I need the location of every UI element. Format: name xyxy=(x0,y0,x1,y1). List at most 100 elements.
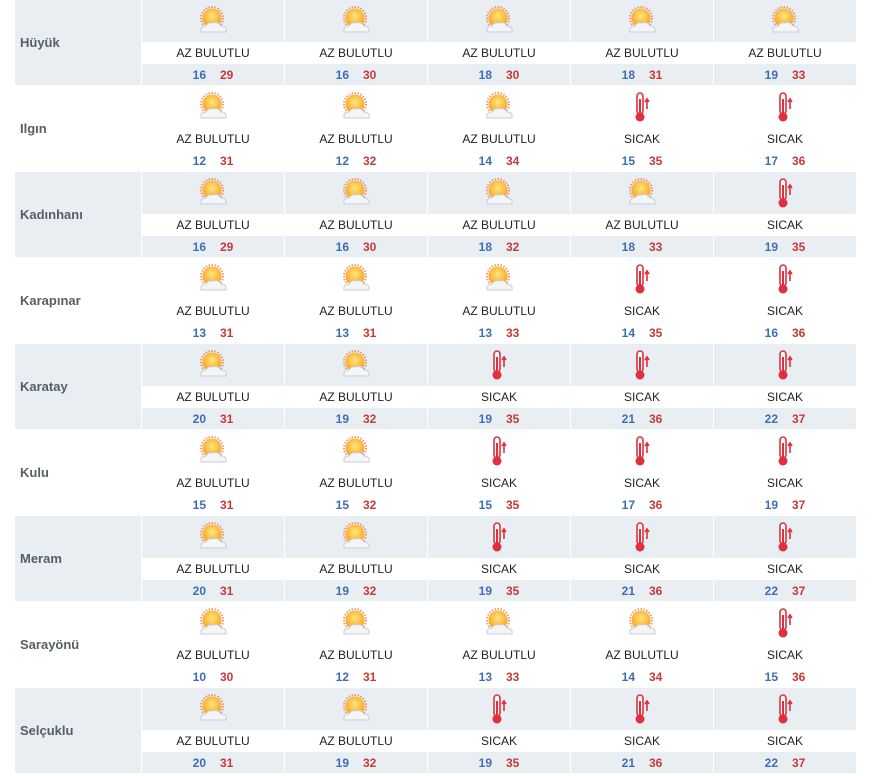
condition-label: SICAK xyxy=(714,386,856,408)
low-temp: 22 xyxy=(764,583,778,598)
temperatures: 13 33 xyxy=(428,322,570,343)
day-forecast: SICAK 19 35 xyxy=(714,172,856,257)
high-temp: 35 xyxy=(506,411,520,426)
partly-cloudy-icon xyxy=(285,516,427,558)
thermometer-hot-icon xyxy=(714,258,856,300)
high-temp: 36 xyxy=(649,411,663,426)
thermometer-hot-icon xyxy=(428,516,570,558)
low-temp: 19 xyxy=(764,239,778,254)
temperatures: 14 34 xyxy=(428,150,570,171)
temperatures: 19 32 xyxy=(285,580,427,601)
high-temp: 37 xyxy=(792,497,806,512)
temperatures: 12 32 xyxy=(285,150,427,171)
temperatures: 13 31 xyxy=(285,322,427,343)
partly-cloudy-icon xyxy=(285,688,427,730)
day-forecast: SICAK 19 35 xyxy=(428,344,570,429)
day-forecast: AZ BULUTLU 20 31 xyxy=(142,516,284,601)
low-temp: 14 xyxy=(621,669,635,684)
condition-label: AZ BULUTLU xyxy=(285,42,427,64)
partly-cloudy-icon xyxy=(142,0,284,42)
temperatures: 14 34 xyxy=(571,666,713,687)
low-temp: 17 xyxy=(764,153,778,168)
temperatures: 19 35 xyxy=(428,752,570,773)
condition-label: SICAK xyxy=(714,472,856,494)
low-temp: 19 xyxy=(335,755,349,770)
thermometer-hot-icon xyxy=(714,688,856,730)
condition-label: AZ BULUTLU xyxy=(285,558,427,580)
temperatures: 20 31 xyxy=(142,580,284,601)
temperatures: 21 36 xyxy=(571,408,713,429)
day-forecast: AZ BULUTLU 12 32 xyxy=(285,86,427,171)
day-forecast: SICAK 17 36 xyxy=(714,86,856,171)
high-temp: 36 xyxy=(792,669,806,684)
condition-label: SICAK xyxy=(428,386,570,408)
day-forecast: SICAK 17 36 xyxy=(571,430,713,515)
partly-cloudy-icon xyxy=(285,86,427,128)
city-row: Kulu AZ BULUTLU 15 31 AZ BULUTLU 15 32 SIC… xyxy=(15,430,860,515)
day-forecast: AZ BULUTLU 18 33 xyxy=(571,172,713,257)
condition-label: AZ BULUTLU xyxy=(285,472,427,494)
low-temp: 12 xyxy=(335,669,349,684)
thermometer-hot-icon xyxy=(714,172,856,214)
low-temp: 21 xyxy=(621,411,635,426)
high-temp: 31 xyxy=(220,411,234,426)
city-row: Selçuklu AZ BULUTLU 20 31 AZ BULUTLU 19 32… xyxy=(15,688,860,773)
day-forecast: SICAK 21 36 xyxy=(571,344,713,429)
condition-label: AZ BULUTLU xyxy=(142,214,284,236)
condition-label: SICAK xyxy=(714,644,856,666)
partly-cloudy-icon xyxy=(428,0,570,42)
high-temp: 30 xyxy=(220,669,234,684)
temperatures: 14 35 xyxy=(571,322,713,343)
high-temp: 32 xyxy=(363,755,377,770)
day-forecast: SICAK 21 36 xyxy=(571,688,713,773)
condition-label: AZ BULUTLU xyxy=(428,42,570,64)
condition-label: SICAK xyxy=(714,730,856,752)
condition-label: SICAK xyxy=(571,472,713,494)
partly-cloudy-icon xyxy=(142,86,284,128)
low-temp: 18 xyxy=(621,239,635,254)
condition-label: AZ BULUTLU xyxy=(285,300,427,322)
high-temp: 33 xyxy=(792,67,806,82)
temperatures: 19 33 xyxy=(714,64,856,85)
day-forecast: AZ BULUTLU 15 31 xyxy=(142,430,284,515)
thermometer-hot-icon xyxy=(428,430,570,472)
temperatures: 19 37 xyxy=(714,494,856,515)
city-row: Karapınar AZ BULUTLU 13 31 AZ BULUTLU 13 3… xyxy=(15,258,860,343)
high-temp: 35 xyxy=(506,583,520,598)
partly-cloudy-icon xyxy=(142,688,284,730)
thermometer-hot-icon xyxy=(714,516,856,558)
thermometer-hot-icon xyxy=(714,344,856,386)
temperatures: 17 36 xyxy=(714,150,856,171)
partly-cloudy-icon xyxy=(714,0,856,42)
temperatures: 21 36 xyxy=(571,752,713,773)
thermometer-hot-icon xyxy=(571,688,713,730)
temperatures: 19 35 xyxy=(714,236,856,257)
day-forecast: AZ BULUTLU 19 32 xyxy=(285,344,427,429)
temperatures: 10 30 xyxy=(142,666,284,687)
temperatures: 19 35 xyxy=(428,580,570,601)
partly-cloudy-icon xyxy=(142,258,284,300)
low-temp: 21 xyxy=(621,583,635,598)
low-temp: 15 xyxy=(478,497,492,512)
high-temp: 31 xyxy=(363,669,377,684)
high-temp: 31 xyxy=(220,497,234,512)
low-temp: 22 xyxy=(764,411,778,426)
high-temp: 31 xyxy=(220,583,234,598)
day-forecast: AZ BULUTLU 14 34 xyxy=(428,86,570,171)
condition-label: AZ BULUTLU xyxy=(142,128,284,150)
condition-label: AZ BULUTLU xyxy=(571,214,713,236)
day-forecast: AZ BULUTLU 20 31 xyxy=(142,688,284,773)
day-forecast: AZ BULUTLU 13 33 xyxy=(428,602,570,687)
day-forecast: AZ BULUTLU 16 29 xyxy=(142,172,284,257)
temperatures: 13 31 xyxy=(142,322,284,343)
thermometer-hot-icon xyxy=(428,344,570,386)
partly-cloudy-icon xyxy=(428,172,570,214)
city-row: Karatay AZ BULUTLU 20 31 AZ BULUTLU 19 32 … xyxy=(15,344,860,429)
high-temp: 32 xyxy=(363,411,377,426)
high-temp: 32 xyxy=(363,497,377,512)
city-name: Karapınar xyxy=(20,293,81,308)
city-row: Hüyük AZ BULUTLU 16 29 AZ BULUTLU 16 30 AZ… xyxy=(15,0,860,85)
day-forecast: AZ BULUTLU 14 34 xyxy=(571,602,713,687)
low-temp: 22 xyxy=(764,755,778,770)
partly-cloudy-icon xyxy=(285,258,427,300)
